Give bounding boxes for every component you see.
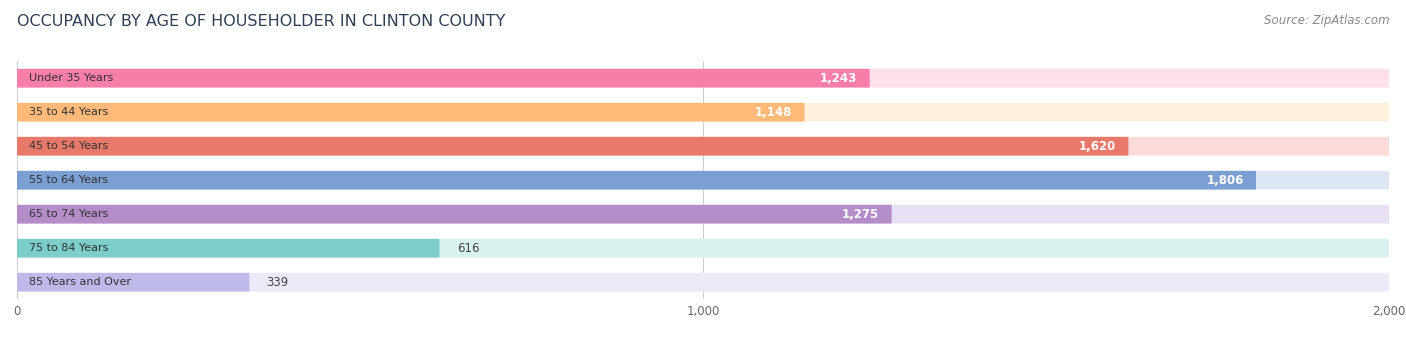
FancyBboxPatch shape xyxy=(17,137,1389,156)
Text: 85 Years and Over: 85 Years and Over xyxy=(30,277,131,287)
FancyBboxPatch shape xyxy=(17,69,1389,88)
Text: 1,243: 1,243 xyxy=(820,72,858,85)
FancyBboxPatch shape xyxy=(17,273,1389,292)
Text: 55 to 64 Years: 55 to 64 Years xyxy=(30,175,108,185)
Text: 65 to 74 Years: 65 to 74 Years xyxy=(30,209,108,219)
FancyBboxPatch shape xyxy=(17,137,1129,156)
Text: 75 to 84 Years: 75 to 84 Years xyxy=(30,243,108,253)
FancyBboxPatch shape xyxy=(17,171,1389,190)
FancyBboxPatch shape xyxy=(17,69,870,88)
Text: 339: 339 xyxy=(267,276,288,289)
Text: 616: 616 xyxy=(457,242,479,255)
FancyBboxPatch shape xyxy=(17,205,1389,224)
FancyBboxPatch shape xyxy=(17,239,440,258)
Text: Under 35 Years: Under 35 Years xyxy=(30,73,114,83)
Text: 1,148: 1,148 xyxy=(755,106,792,119)
FancyBboxPatch shape xyxy=(17,171,1256,190)
FancyBboxPatch shape xyxy=(17,273,249,292)
FancyBboxPatch shape xyxy=(17,103,804,122)
Text: 1,806: 1,806 xyxy=(1206,174,1244,187)
FancyBboxPatch shape xyxy=(17,103,1389,122)
FancyBboxPatch shape xyxy=(17,239,1389,258)
Text: 35 to 44 Years: 35 to 44 Years xyxy=(30,107,108,117)
Text: 1,620: 1,620 xyxy=(1078,140,1116,153)
Text: OCCUPANCY BY AGE OF HOUSEHOLDER IN CLINTON COUNTY: OCCUPANCY BY AGE OF HOUSEHOLDER IN CLINT… xyxy=(17,14,505,29)
FancyBboxPatch shape xyxy=(17,205,891,224)
Text: Source: ZipAtlas.com: Source: ZipAtlas.com xyxy=(1264,14,1389,27)
Text: 45 to 54 Years: 45 to 54 Years xyxy=(30,141,108,151)
Text: 1,275: 1,275 xyxy=(842,208,879,221)
